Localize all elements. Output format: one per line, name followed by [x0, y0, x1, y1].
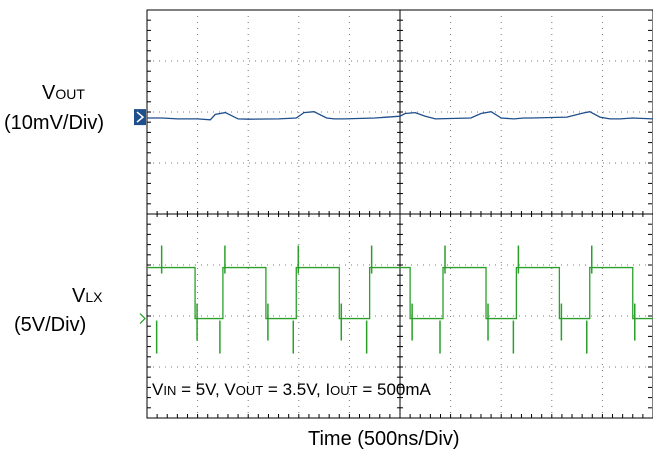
test-conditions: VIN = 5V, VOUT = 3.5V, IOUT = 500mA	[152, 380, 431, 399]
channel1-marker	[134, 109, 146, 126]
channel2-marker	[139, 313, 146, 325]
x-axis-label: Time (500ns/Div)	[308, 428, 460, 450]
channel-markers	[134, 109, 146, 325]
vout-trace	[147, 111, 653, 121]
vlx-trace	[147, 266, 653, 320]
grid	[146, 9, 653, 419]
channel1-name: VOUT	[42, 82, 85, 104]
channel2-name: VLX	[72, 285, 103, 307]
channel1-marker-arrow	[136, 111, 145, 123]
channel2-scale: (5V/Div)	[14, 314, 87, 336]
channel1-scale: (10mV/Div)	[4, 112, 105, 134]
traces	[147, 111, 653, 354]
